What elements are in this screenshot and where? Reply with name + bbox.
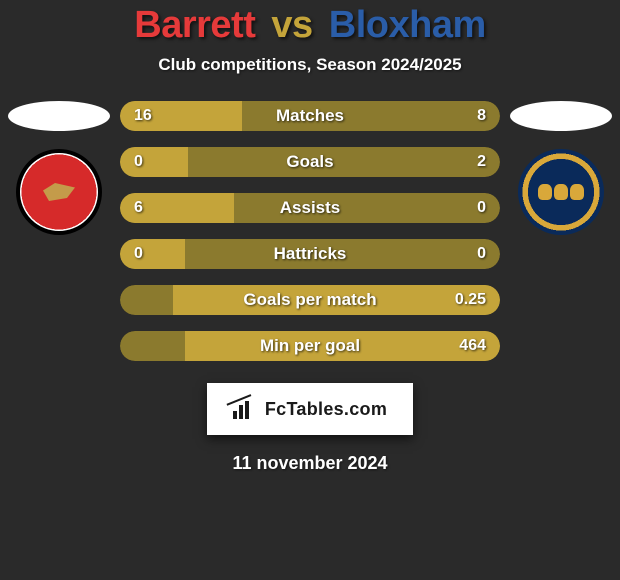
right-ellipse-shadow bbox=[510, 101, 612, 131]
stat-bar-hattricks: 0 0 Hattricks bbox=[120, 239, 500, 269]
stat-label: Assists bbox=[280, 198, 340, 218]
stat-bar-min-per-goal: 464 Min per goal bbox=[120, 331, 500, 361]
stat-value-right: 0 bbox=[477, 199, 486, 217]
stat-value-left: 16 bbox=[134, 107, 152, 125]
date-label: 11 november 2024 bbox=[0, 453, 620, 474]
left-side bbox=[4, 101, 114, 235]
stat-label: Goals per match bbox=[243, 290, 376, 310]
brand-text: FcTables.com bbox=[265, 399, 387, 420]
stat-value-right: 0 bbox=[477, 245, 486, 263]
stat-value-left: 0 bbox=[134, 153, 143, 171]
bar-fill-left bbox=[120, 147, 188, 177]
stat-value-right: 464 bbox=[459, 337, 486, 355]
stat-label: Matches bbox=[276, 106, 344, 126]
brand-badge[interactable]: FcTables.com bbox=[207, 383, 413, 435]
stat-value-left: 6 bbox=[134, 199, 143, 217]
stat-value-right: 0.25 bbox=[455, 291, 486, 309]
player-right-name: Bloxham bbox=[329, 4, 486, 46]
bar-fill-left bbox=[120, 239, 185, 269]
player-left-name: Barrett bbox=[134, 4, 255, 46]
stat-value-right: 2 bbox=[477, 153, 486, 171]
walsall-badge-icon bbox=[16, 149, 102, 235]
right-side bbox=[506, 101, 616, 235]
subtitle: Club competitions, Season 2024/2025 bbox=[0, 55, 620, 75]
stat-bar-matches: 16 8 Matches bbox=[120, 101, 500, 131]
stat-label: Min per goal bbox=[260, 336, 360, 356]
shrewsbury-badge-icon bbox=[518, 149, 604, 235]
fctables-logo-icon bbox=[233, 399, 259, 419]
vs-word: vs bbox=[271, 4, 312, 46]
stat-bar-goals-per-match: 0.25 Goals per match bbox=[120, 285, 500, 315]
stat-bar-goals: 0 2 Goals bbox=[120, 147, 500, 177]
left-ellipse-shadow bbox=[8, 101, 110, 131]
stat-value-left: 0 bbox=[134, 245, 143, 263]
stat-bar-assists: 6 0 Assists bbox=[120, 193, 500, 223]
comparison-title: Barrett vs Bloxham bbox=[0, 0, 620, 47]
comparison-content: 16 8 Matches 0 2 Goals 6 0 Assists 0 0 Hattricks 0.2… bbox=[0, 101, 620, 361]
stat-label: Goals bbox=[286, 152, 333, 172]
stat-bars: 16 8 Matches 0 2 Goals 6 0 Assists 0 0 Hattricks 0.2… bbox=[114, 101, 506, 361]
stat-label: Hattricks bbox=[274, 244, 347, 264]
stat-value-right: 8 bbox=[477, 107, 486, 125]
